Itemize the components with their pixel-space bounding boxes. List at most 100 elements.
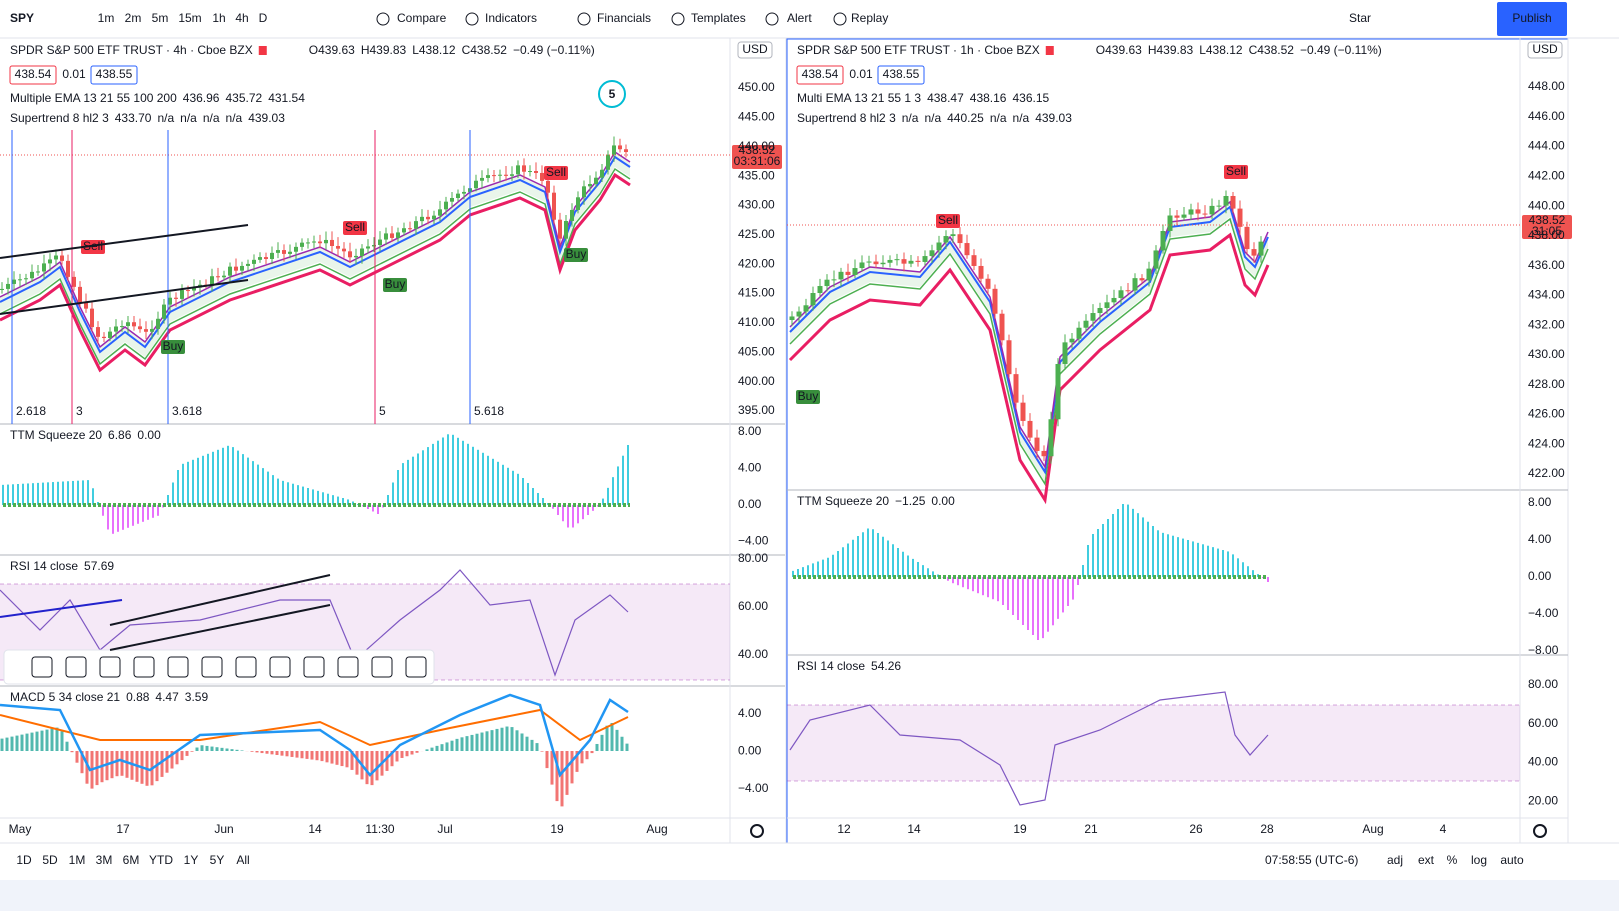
candle xyxy=(588,184,592,187)
range-button[interactable]: All xyxy=(236,853,249,867)
interval[interactable]: 1m xyxy=(98,11,115,25)
candle xyxy=(114,326,118,332)
candle xyxy=(228,266,232,276)
pane-value: 0.00 xyxy=(137,428,161,442)
interval[interactable]: 1h xyxy=(212,11,225,25)
draw-tool[interactable] xyxy=(269,656,291,678)
publish-button[interactable]: Publish xyxy=(1512,11,1551,25)
study-value: 431.54 xyxy=(268,91,305,105)
candle xyxy=(342,248,346,252)
candle xyxy=(510,174,514,176)
interval[interactable]: 5m xyxy=(152,11,169,25)
scale-option[interactable]: log xyxy=(1471,853,1487,867)
candle xyxy=(450,198,454,202)
scale-option[interactable]: % xyxy=(1447,853,1458,867)
ohlc-value: H439.83 xyxy=(1148,43,1194,57)
draw-tool[interactable] xyxy=(167,656,189,678)
candle xyxy=(306,242,310,244)
interval[interactable]: 2m xyxy=(125,11,142,25)
range-button[interactable]: 1M xyxy=(69,853,86,867)
study-value: n/a xyxy=(157,111,174,125)
settings-icon[interactable] xyxy=(750,824,764,838)
candle xyxy=(246,263,250,266)
range-button[interactable]: 3M xyxy=(96,853,113,867)
toolbar-button[interactable]: Indicators xyxy=(485,11,537,25)
signal: Buy xyxy=(163,339,184,353)
signal-tag xyxy=(1224,165,1248,179)
time-tick: 21 xyxy=(1084,822,1098,836)
settings-icon[interactable] xyxy=(1533,824,1547,838)
draw-tool[interactable] xyxy=(337,656,359,678)
ohlc-value: C438.52 xyxy=(1249,43,1295,57)
draw-tool[interactable] xyxy=(371,656,393,678)
study-value: 438.47 xyxy=(927,91,964,105)
range-button[interactable]: 5D xyxy=(42,853,58,867)
draw-tool[interactable] xyxy=(65,656,87,678)
pane-value: 54.26 xyxy=(871,659,901,673)
pane-value: 57.69 xyxy=(84,559,114,573)
candle xyxy=(78,286,82,303)
candle xyxy=(12,279,16,284)
interval[interactable]: 4h xyxy=(235,11,248,25)
candle xyxy=(174,297,178,299)
candle xyxy=(378,239,382,246)
candle xyxy=(1006,340,1012,375)
scale-option[interactable]: ext xyxy=(1418,853,1435,867)
draw-tool[interactable] xyxy=(303,656,325,678)
supertrend xyxy=(0,167,631,366)
study-value: 435.72 xyxy=(225,91,262,105)
scale-option[interactable]: adj xyxy=(1387,853,1403,867)
candle xyxy=(192,287,196,291)
price-tick: 420.00 xyxy=(738,256,775,270)
candle xyxy=(234,266,238,271)
draw-tool[interactable] xyxy=(99,656,121,678)
draw-tool[interactable] xyxy=(31,656,53,678)
interval[interactable]: D xyxy=(259,11,268,25)
candle xyxy=(1244,226,1250,250)
draw-tool[interactable] xyxy=(201,656,223,678)
currency-box xyxy=(1527,41,1563,59)
price-tick: 400.00 xyxy=(738,374,775,388)
candle xyxy=(1230,195,1236,209)
range-button[interactable]: 1D xyxy=(16,853,32,867)
range-button[interactable]: 1Y xyxy=(184,853,199,867)
candle xyxy=(396,232,400,238)
draw-tool[interactable] xyxy=(235,656,257,678)
toolbar-button[interactable]: Compare xyxy=(397,11,447,25)
candle xyxy=(558,219,562,239)
pane-tick: −4.00 xyxy=(738,534,769,548)
toolbar-button[interactable]: Financials xyxy=(597,11,651,25)
pane-value: 3.59 xyxy=(185,690,209,704)
time-tick: 12 xyxy=(837,822,851,836)
price-tick: 438.00 xyxy=(1528,228,1565,242)
range-button[interactable]: 5Y xyxy=(210,853,225,867)
interval[interactable]: 15m xyxy=(178,11,201,25)
candle xyxy=(258,257,262,260)
study-name: Multiple EMA 13 21 55 100 200 xyxy=(10,91,177,105)
candle xyxy=(534,171,538,173)
toolbar-button[interactable]: Templates xyxy=(691,11,746,25)
candle xyxy=(866,261,872,263)
range-button[interactable]: 6M xyxy=(123,853,140,867)
publish-bg[interactable] xyxy=(1497,2,1567,36)
signal: Sell xyxy=(546,165,566,179)
price-tick: 434.00 xyxy=(1528,288,1565,302)
candle xyxy=(462,191,466,194)
bid: 438.54 xyxy=(802,67,839,81)
range-button[interactable]: YTD xyxy=(149,853,173,867)
draw-tool[interactable] xyxy=(405,656,427,678)
candle xyxy=(957,234,963,244)
draw-tool[interactable] xyxy=(133,656,155,678)
scale-option[interactable]: auto xyxy=(1500,853,1524,867)
toolbar-button[interactable]: Replay xyxy=(851,11,888,25)
price-tick: 428.00 xyxy=(1528,377,1565,391)
candle xyxy=(486,175,490,178)
signal: Sell xyxy=(938,213,958,227)
pane-tick: 60.00 xyxy=(738,599,768,613)
toolbar-button[interactable]: Alert xyxy=(787,11,812,25)
star-button[interactable]: Star xyxy=(1349,11,1371,25)
candle xyxy=(789,316,795,320)
time-tick: 19 xyxy=(1013,822,1027,836)
candle xyxy=(576,197,580,210)
candle xyxy=(390,233,394,238)
